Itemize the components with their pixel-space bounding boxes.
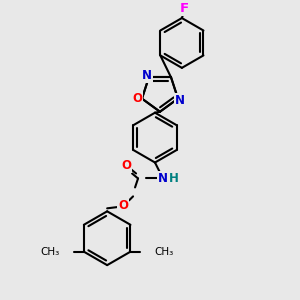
Text: CH₃: CH₃	[154, 247, 174, 257]
Text: O: O	[118, 199, 128, 212]
Text: O: O	[121, 159, 131, 172]
Text: N: N	[175, 94, 185, 107]
Text: N: N	[158, 172, 168, 185]
Text: N: N	[142, 69, 152, 82]
Text: CH₃: CH₃	[41, 247, 60, 257]
Text: H: H	[169, 172, 179, 185]
Text: O: O	[132, 92, 142, 105]
Text: F: F	[179, 2, 188, 15]
